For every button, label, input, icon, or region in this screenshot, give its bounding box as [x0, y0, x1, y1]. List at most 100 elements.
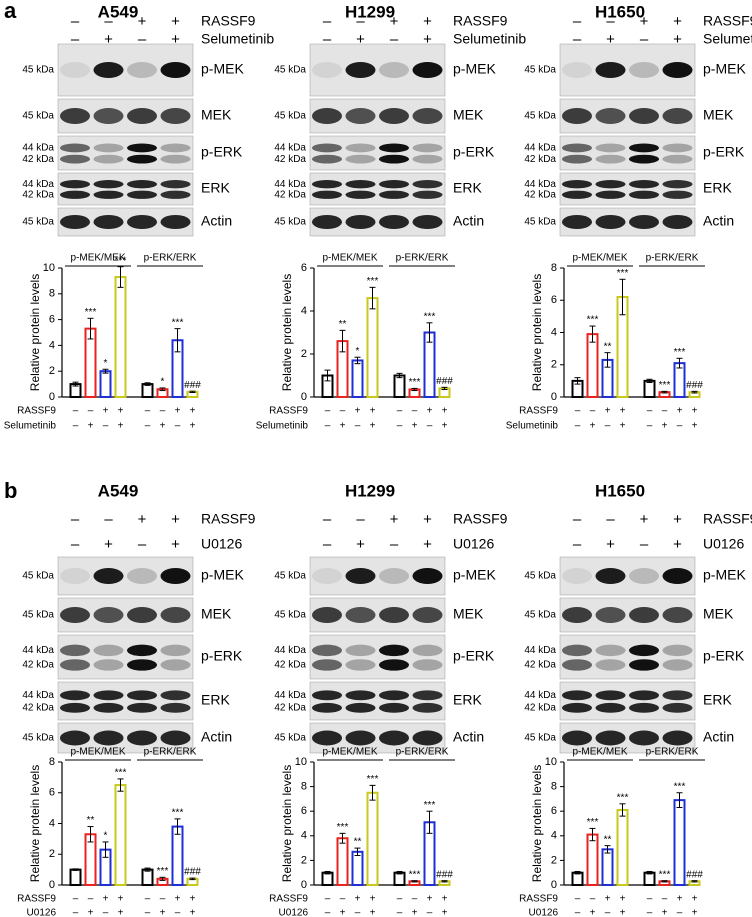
lane-sign: – [355, 421, 361, 432]
significance: *** [587, 817, 599, 828]
band [345, 154, 376, 164]
kda-label: 42 kDa [524, 189, 556, 200]
lane-sign: + [640, 511, 649, 528]
band [93, 644, 124, 657]
row-label: Selumetinib [201, 31, 274, 47]
kda-label: 45 kDa [274, 65, 306, 76]
lane-sign: + [427, 894, 433, 905]
significance: *** [674, 347, 686, 358]
kda-label: 44 kDa [274, 143, 306, 154]
y-tick-label: 4 [301, 305, 307, 317]
band [60, 180, 90, 189]
protein-label: Actin [201, 213, 232, 229]
band [345, 108, 376, 124]
lane-sign: – [573, 13, 582, 30]
lane-sign: – [104, 511, 113, 528]
band [562, 659, 592, 671]
band [345, 143, 376, 153]
band [312, 607, 342, 623]
lane-sign: + [423, 13, 432, 30]
band [412, 143, 443, 153]
band [127, 659, 157, 671]
band [662, 568, 693, 584]
protein-label: ERK [703, 692, 732, 708]
lane-sign: + [662, 421, 668, 432]
kda-label: 45 kDa [274, 217, 306, 228]
significance: * [356, 346, 360, 357]
lane-sign: – [325, 908, 331, 917]
row-label: RASSF9 [453, 511, 508, 527]
error-bar [396, 870, 403, 875]
lane-sign: + [190, 406, 196, 417]
significance: ** [604, 341, 612, 352]
kda-label: 42 kDa [274, 189, 306, 200]
error-bar [589, 827, 596, 842]
lane-sign: – [397, 894, 403, 905]
lane-sign: – [71, 511, 80, 528]
blot [57, 634, 194, 680]
bar [643, 871, 656, 887]
band [127, 702, 157, 713]
significance: ** [354, 837, 362, 848]
band [562, 702, 592, 713]
protein-label: MEK [201, 107, 232, 123]
group-label: p-ERK/ERK [396, 747, 449, 758]
y-tick-label: 6 [551, 805, 557, 817]
band [629, 190, 659, 199]
row-label: Selumetinib [4, 421, 57, 432]
band [379, 62, 409, 78]
band [312, 62, 342, 78]
significance: *** [85, 307, 97, 318]
significance: *** [409, 377, 421, 388]
protein-label: p-ERK [703, 648, 745, 664]
band [595, 690, 626, 701]
band [662, 607, 693, 623]
bar [336, 837, 349, 887]
band [412, 607, 443, 623]
y-tick-label: 6 [49, 314, 55, 326]
lane-sign: – [73, 908, 79, 917]
band [93, 190, 124, 199]
cell-line-title: A549 [98, 481, 139, 500]
band [379, 730, 409, 746]
band [662, 659, 693, 671]
protein-label: p-ERK [201, 144, 243, 160]
band [160, 154, 191, 164]
y-tick-label: 0 [301, 879, 307, 891]
lane-sign: – [340, 406, 346, 417]
kda-label: 44 kDa [274, 179, 306, 190]
lane-sign: + [692, 908, 698, 917]
band [629, 644, 659, 657]
lane-sign: – [647, 421, 653, 432]
lane-sign: – [397, 908, 403, 917]
bar [673, 799, 686, 887]
lane-sign: + [423, 31, 432, 48]
lane-sign: + [190, 908, 196, 917]
band [160, 607, 191, 623]
lane-sign: – [412, 406, 418, 417]
y-tick-label: 2 [301, 348, 307, 360]
y-tick-label: 0 [49, 879, 55, 891]
lane-sign: – [175, 908, 181, 917]
band [595, 659, 626, 671]
band [629, 108, 659, 124]
band [127, 190, 157, 199]
row-label: RASSF9 [201, 511, 256, 527]
kda-label: 42 kDa [524, 702, 556, 713]
bar [643, 379, 656, 398]
band [595, 702, 626, 713]
significance: *** [617, 792, 629, 803]
band [93, 730, 124, 746]
significance: *** [367, 774, 379, 785]
band [595, 607, 626, 623]
band [379, 607, 409, 623]
band [412, 190, 443, 199]
y-tick-label: 6 [301, 805, 307, 817]
band [312, 215, 342, 229]
lane-sign: – [325, 894, 331, 905]
lane-sign: – [160, 406, 166, 417]
band [562, 62, 592, 78]
y-tick-label: 10 [545, 756, 557, 768]
lane-sign: + [692, 406, 698, 417]
band [345, 62, 376, 78]
